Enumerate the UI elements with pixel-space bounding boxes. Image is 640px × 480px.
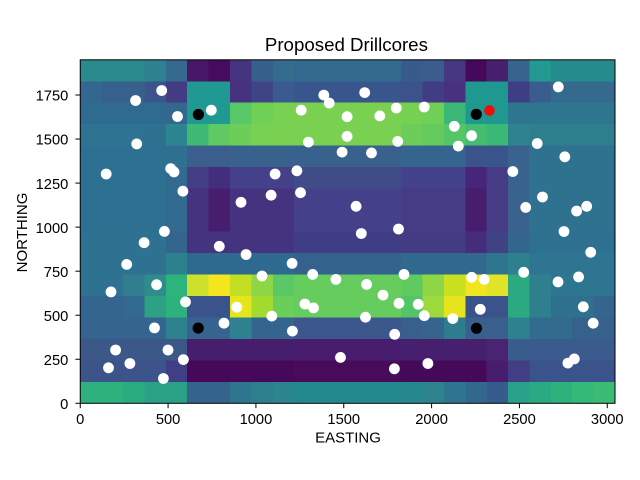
svg-text:500: 500 bbox=[44, 309, 69, 325]
svg-text:0: 0 bbox=[76, 412, 84, 428]
svg-text:EASTING: EASTING bbox=[315, 430, 381, 447]
svg-text:2500: 2500 bbox=[503, 412, 536, 428]
svg-text:1000: 1000 bbox=[240, 412, 273, 428]
svg-text:500: 500 bbox=[156, 412, 181, 428]
svg-text:1000: 1000 bbox=[36, 221, 69, 237]
svg-text:1500: 1500 bbox=[36, 133, 69, 149]
svg-text:NORTHING: NORTHING bbox=[14, 193, 31, 273]
svg-text:0: 0 bbox=[60, 397, 68, 413]
svg-text:1250: 1250 bbox=[36, 177, 69, 193]
svg-text:2000: 2000 bbox=[415, 412, 448, 428]
svg-text:1750: 1750 bbox=[36, 89, 69, 105]
svg-text:3000: 3000 bbox=[591, 412, 624, 428]
svg-text:750: 750 bbox=[44, 265, 69, 281]
svg-text:250: 250 bbox=[44, 353, 69, 369]
svg-text:1500: 1500 bbox=[327, 412, 360, 428]
svg-text:Proposed Drillcores: Proposed Drillcores bbox=[265, 34, 428, 55]
